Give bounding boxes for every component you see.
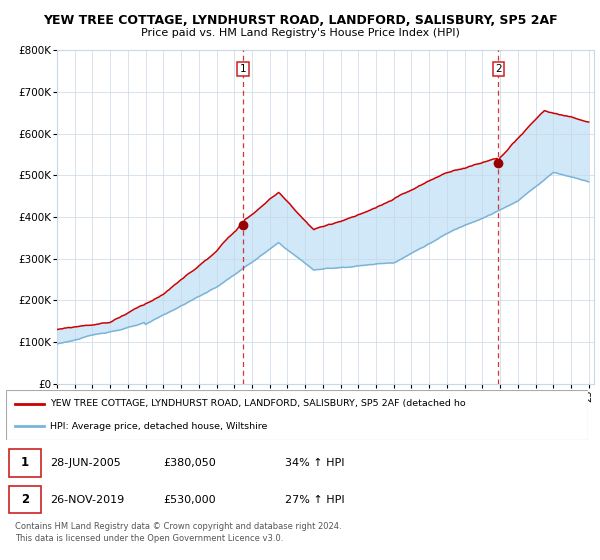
Text: 26-NOV-2019: 26-NOV-2019 [50, 494, 124, 505]
Text: £530,000: £530,000 [163, 494, 216, 505]
Text: Price paid vs. HM Land Registry's House Price Index (HPI): Price paid vs. HM Land Registry's House … [140, 28, 460, 38]
Text: YEW TREE COTTAGE, LYNDHURST ROAD, LANDFORD, SALISBURY, SP5 2AF: YEW TREE COTTAGE, LYNDHURST ROAD, LANDFO… [43, 14, 557, 27]
Text: 28-JUN-2005: 28-JUN-2005 [50, 458, 121, 468]
FancyBboxPatch shape [9, 486, 41, 514]
FancyBboxPatch shape [6, 390, 588, 440]
Text: 2: 2 [495, 64, 502, 74]
Text: HPI: Average price, detached house, Wiltshire: HPI: Average price, detached house, Wilt… [50, 422, 267, 431]
Text: £380,050: £380,050 [163, 458, 216, 468]
Text: 2: 2 [21, 493, 29, 506]
Text: 27% ↑ HPI: 27% ↑ HPI [286, 494, 345, 505]
Text: 34% ↑ HPI: 34% ↑ HPI [286, 458, 345, 468]
FancyBboxPatch shape [9, 449, 41, 477]
Text: YEW TREE COTTAGE, LYNDHURST ROAD, LANDFORD, SALISBURY, SP5 2AF (detached ho: YEW TREE COTTAGE, LYNDHURST ROAD, LANDFO… [50, 399, 465, 408]
Text: 1: 1 [239, 64, 246, 74]
Text: 1: 1 [21, 456, 29, 469]
Text: Contains HM Land Registry data © Crown copyright and database right 2024.
This d: Contains HM Land Registry data © Crown c… [15, 522, 341, 543]
